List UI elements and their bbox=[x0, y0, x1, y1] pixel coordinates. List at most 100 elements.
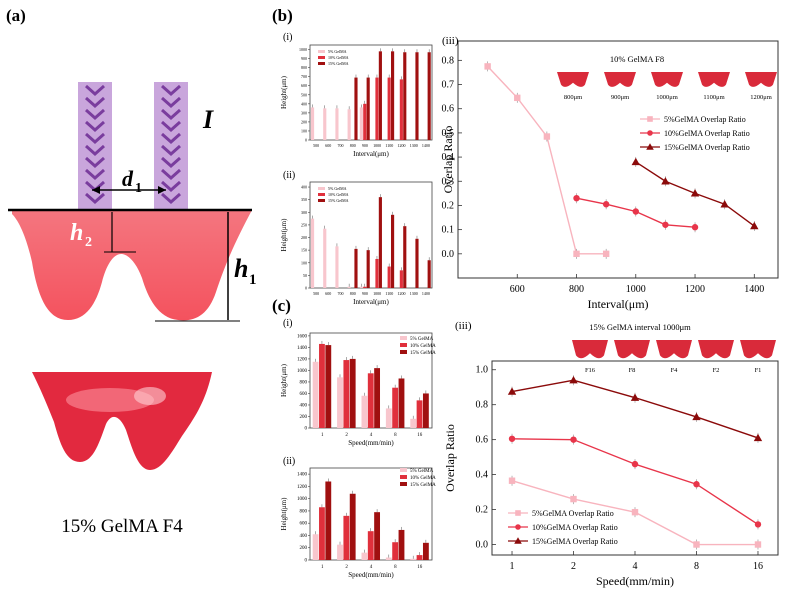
y-tick-label: 1.0 bbox=[476, 365, 489, 376]
bar-15-gelma bbox=[398, 529, 405, 560]
inset-title: 15% GelMA interval 1000μm bbox=[589, 322, 691, 332]
y-tick-label: 0.5 bbox=[442, 128, 455, 139]
inset-gel-image bbox=[557, 72, 589, 87]
legend-text: 15% GelMA bbox=[410, 351, 436, 356]
y-tick-label: 350 bbox=[301, 197, 307, 202]
bar-10-gelma bbox=[387, 266, 391, 288]
y-tick-label: 1000 bbox=[299, 47, 307, 52]
legend-text: 15% GelMA bbox=[410, 483, 436, 488]
x-tick-label: 900 bbox=[362, 143, 368, 148]
plot-frame bbox=[457, 40, 779, 279]
bar-15-gelma bbox=[422, 393, 429, 428]
y-tick-label: 0.6 bbox=[442, 104, 455, 115]
nozzle-chevron bbox=[161, 180, 181, 193]
subpanel-label: (i) bbox=[283, 32, 292, 43]
x-tick-label: 1000 bbox=[626, 284, 646, 295]
legend-text: 5% GelMA bbox=[328, 186, 347, 191]
y-tick-label: 1600 bbox=[297, 334, 308, 339]
inset-gel-image bbox=[745, 72, 777, 87]
data-point bbox=[514, 94, 521, 102]
nozzle-chevron bbox=[161, 168, 181, 181]
h2-label: h bbox=[70, 220, 83, 246]
x-tick-label: 500 bbox=[313, 143, 319, 148]
subpanel-label: (iii) bbox=[442, 35, 459, 47]
bar-10-gelma bbox=[392, 387, 399, 428]
data-point bbox=[484, 63, 491, 70]
y-tick-label: 0 bbox=[305, 286, 307, 291]
bar-15-gelma bbox=[415, 238, 419, 288]
panel-label-b: (b) bbox=[272, 6, 293, 25]
y-tick-label: 1400 bbox=[297, 473, 308, 478]
inset-label: F1 bbox=[755, 367, 762, 374]
y-tick-label: 150 bbox=[301, 248, 307, 253]
data-point bbox=[691, 224, 699, 231]
data-point bbox=[750, 221, 759, 230]
bar-10-gelma bbox=[392, 542, 399, 560]
gel-photo-highlight bbox=[66, 388, 154, 412]
plot-frame bbox=[309, 44, 433, 141]
data-point bbox=[631, 508, 639, 516]
nozzle-chevron bbox=[85, 120, 105, 133]
data-point bbox=[693, 541, 700, 548]
nozzle-chevron bbox=[85, 144, 105, 157]
y-tick-label: 600 bbox=[300, 392, 308, 397]
gel-photo bbox=[32, 372, 212, 470]
data-point bbox=[515, 510, 521, 516]
bar-15-gelma bbox=[349, 493, 356, 560]
subpanel-label: (ii) bbox=[283, 170, 295, 181]
h1-label: h bbox=[234, 254, 248, 283]
y-tick-label: 1200 bbox=[297, 485, 308, 490]
h2-subscript: 2 bbox=[85, 235, 92, 250]
data-point bbox=[507, 387, 517, 395]
x-tick-label: 1 bbox=[321, 565, 324, 570]
y-tick-label: 800 bbox=[300, 380, 308, 385]
x-tick-label: 1200 bbox=[398, 143, 406, 148]
nozzle-chevron bbox=[161, 144, 181, 157]
legend-swatch bbox=[318, 199, 325, 202]
y-tick-label: 200 bbox=[300, 415, 308, 420]
y-tick-label: 800 bbox=[301, 65, 307, 70]
y-tick-label: 0.7 bbox=[442, 80, 455, 91]
subpanel-label: (iii) bbox=[455, 320, 472, 332]
y-tick-label: 0 bbox=[305, 559, 308, 564]
bar-10-gelma bbox=[367, 531, 374, 560]
x-tick-label: 1100 bbox=[385, 291, 393, 296]
bar-5-gelma bbox=[385, 408, 392, 428]
x-tick-label: 8 bbox=[394, 433, 397, 438]
inset-label: 1200μm bbox=[750, 94, 772, 101]
bar-5-gelma bbox=[335, 108, 339, 140]
nozzle-chevron bbox=[161, 120, 181, 133]
bar-5-gelma bbox=[323, 228, 327, 288]
inset-label: F2 bbox=[713, 367, 720, 374]
series-line-1 bbox=[487, 65, 607, 255]
nozzle-chevron bbox=[85, 192, 105, 205]
bar-10-gelma bbox=[375, 77, 379, 140]
nozzle-chevron bbox=[161, 192, 181, 205]
x-tick-label: 800 bbox=[569, 284, 584, 295]
legend-text: 15% GelMA bbox=[328, 198, 349, 203]
bar-15-gelma bbox=[415, 52, 419, 140]
series-line-3 bbox=[511, 379, 759, 439]
data-point bbox=[693, 481, 700, 488]
legend-text: 5% GelMA bbox=[410, 337, 434, 342]
data-point bbox=[543, 133, 551, 140]
x-tick-label: 4 bbox=[370, 433, 373, 438]
bar-5-gelma bbox=[359, 107, 363, 140]
gel-cross-section bbox=[12, 210, 252, 321]
legend-swatch bbox=[318, 187, 325, 190]
y-tick-label: 800 bbox=[300, 509, 308, 514]
bar-15-gelma bbox=[354, 77, 358, 140]
subpanel-label: (ii) bbox=[283, 456, 295, 467]
data-point bbox=[647, 116, 653, 122]
x-tick-label: 1000 bbox=[373, 143, 381, 148]
inset-gel-image bbox=[651, 72, 683, 87]
y-tick-label: 300 bbox=[301, 210, 307, 215]
bar-5-gelma bbox=[361, 395, 368, 428]
x-tick-label: 800 bbox=[350, 291, 356, 296]
bar-10-gelma bbox=[416, 555, 423, 560]
x-axis-label: Interval(μm) bbox=[353, 298, 389, 306]
y-tick-label: 0.4 bbox=[442, 152, 455, 163]
nozzle-chevron bbox=[85, 168, 105, 181]
y-tick-label: 1000 bbox=[297, 369, 308, 374]
bar-15-gelma bbox=[403, 52, 407, 140]
